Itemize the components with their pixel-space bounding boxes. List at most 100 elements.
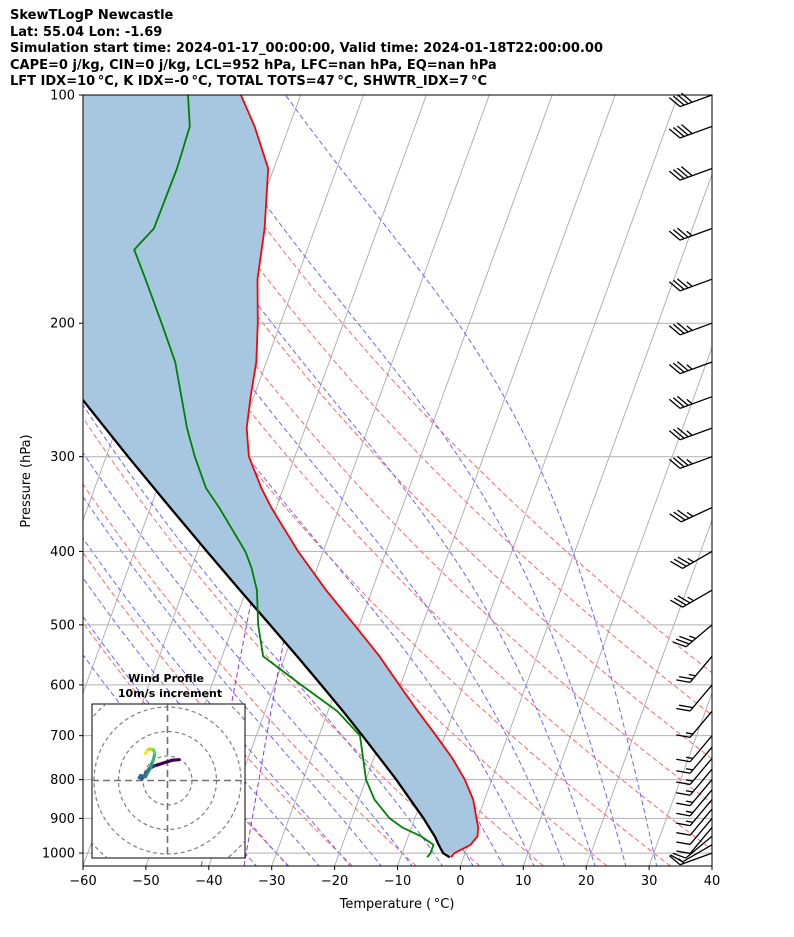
wind-barb: [676, 817, 713, 846]
wind-barb-feather: [686, 281, 693, 287]
wind-barb-feather: [686, 398, 693, 405]
dry-adiabat: [83, 483, 417, 866]
wind-barb-feather: [676, 802, 691, 807]
isotherm-line: [648, 691, 712, 866]
wind-barb-staff: [689, 746, 713, 774]
wind-barb-feather: [688, 673, 696, 677]
wind-barb-feather: [676, 322, 689, 333]
wind-barb-feather: [668, 230, 681, 241]
wind-barb-staff: [679, 456, 713, 469]
wind-barb-feather: [672, 641, 687, 648]
isotherm-line: [775, 95, 794, 866]
wind-barb-staff: [689, 826, 713, 854]
wind-barb-staff: [679, 227, 713, 241]
wind-barb-feather: [675, 638, 690, 645]
wind-barb-staff: [679, 361, 713, 375]
wind-barb-staff: [680, 506, 713, 523]
y-axis-label: Pressure (hPa): [19, 434, 34, 527]
wind-barb-feather: [676, 850, 691, 855]
x-tick-label: −50: [132, 874, 159, 889]
y-tick-label: 700: [50, 729, 75, 744]
wind-barb-feather: [668, 170, 681, 181]
indices-line: LFT IDX=10 °C, K IDX=-0 °C, TOTAL TOTS=4…: [10, 74, 488, 89]
wind-barb-feather: [677, 509, 690, 519]
temperature-line: [240, 95, 480, 858]
wind-barb-feather: [685, 800, 694, 803]
wind-barb-feather: [668, 128, 681, 139]
wind-barb-feather: [672, 229, 685, 240]
isotherm-line: [711, 864, 712, 866]
isotherm-line: [208, 95, 490, 866]
wind-barb-staff: [679, 167, 713, 181]
dry-adiabat: [83, 352, 544, 866]
wind-barb-feather: [686, 364, 693, 370]
wind-barb: [676, 826, 713, 855]
wind-barb-feather: [673, 511, 686, 521]
wind-barb-feather: [668, 430, 681, 441]
wind-barb-feather: [668, 398, 681, 409]
wind-barb-staff: [679, 427, 713, 441]
wind-barb-feather: [670, 560, 683, 569]
hodograph-trace-segment: [152, 758, 174, 768]
x-axis-label: Temperature ( °C): [339, 897, 455, 912]
moist-adiabat: [284, 95, 658, 866]
wind-barb-feather: [676, 781, 691, 786]
x-tick-label: 0: [456, 874, 464, 889]
wind-barb-feather: [672, 95, 685, 106]
hodograph-subtitle: 10m/s increment: [118, 687, 222, 700]
time-line: Simulation start time: 2024-01-17_00:00:…: [10, 41, 603, 56]
wind-barb-feather: [686, 230, 693, 237]
figure-title: SkewTLogP Newcastle: [10, 8, 174, 23]
wind-barb: [676, 799, 713, 827]
moist-adiabat: [83, 451, 413, 866]
y-tick-label: 800: [50, 773, 75, 788]
wind-barb-feather: [672, 457, 685, 468]
wind-barb-feather: [676, 832, 691, 836]
wind-barb-feather: [676, 792, 691, 796]
wind-barb-staff: [689, 710, 713, 738]
wind-barb: [672, 624, 713, 648]
hodograph-inset: Wind Profile 10m/s increment: [91, 672, 246, 859]
x-tick-label: 40: [704, 874, 721, 889]
x-tick-label: 20: [578, 874, 595, 889]
isotherm-line: [271, 95, 553, 866]
wind-barb: [668, 278, 713, 292]
wind-barb-feather: [677, 556, 691, 565]
wind-barb-feather: [676, 841, 691, 846]
wind-barb-feather: [676, 758, 691, 763]
wind-barb-feather: [668, 458, 681, 469]
dry-adiabat: [172, 95, 712, 674]
wind-barb-feather: [676, 395, 689, 406]
y-tick-label: 900: [50, 812, 75, 827]
wind-barb-feather: [681, 124, 693, 135]
wind-barb-feather: [668, 364, 681, 375]
wind-barb: [676, 757, 713, 786]
x-tick-label: −30: [258, 874, 285, 889]
wind-barb-feather: [676, 679, 691, 683]
moist-adiabat: [83, 136, 566, 866]
wind-barb-feather: [678, 704, 694, 709]
wind-barb-feather: [672, 852, 687, 859]
wind-barb-feather: [668, 281, 681, 292]
wind-barb-staff: [679, 125, 713, 139]
wind-barb-feather: [672, 362, 685, 373]
wind-barb-feather: [672, 428, 685, 439]
wind-barb-feather: [676, 361, 689, 372]
wind-barb-staff: [689, 789, 713, 817]
wind-barb-staff: [679, 94, 713, 108]
wind-barb-feather: [685, 810, 694, 814]
wind-barb-feather: [686, 511, 694, 517]
wind-barb-feather: [685, 768, 694, 771]
wind-barb-staff: [689, 655, 713, 683]
wind-barb: [668, 361, 713, 375]
wind-barb-feather: [672, 279, 685, 290]
wind-barb-feather: [678, 675, 694, 680]
wind-barb-feather: [689, 635, 697, 640]
wind-barbs: [668, 92, 713, 866]
wind-barb-staff: [689, 735, 713, 763]
cape-region: [83, 95, 479, 858]
wind-barb-feather: [672, 127, 685, 138]
x-tick-label: −10: [384, 874, 411, 889]
wind-barb-feather: [672, 397, 685, 408]
wind-barb: [669, 506, 713, 523]
